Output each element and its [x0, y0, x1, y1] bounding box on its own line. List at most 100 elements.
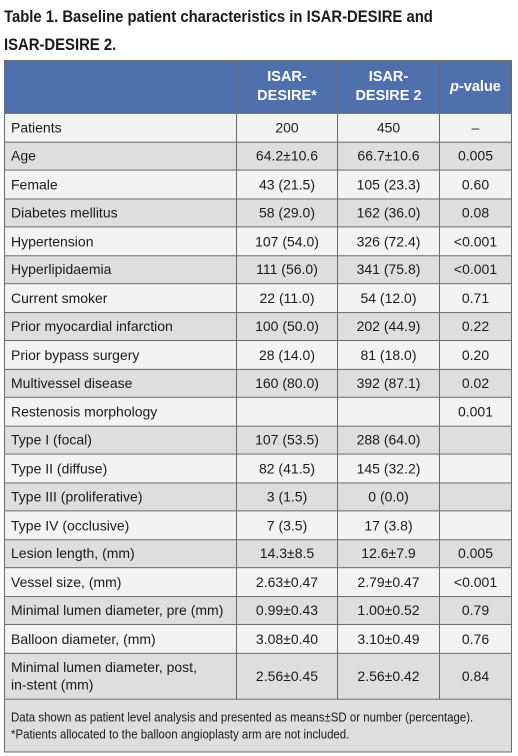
table-row: Minimal lumen diameter, pre (mm) 0.99±0.4… [4, 595, 512, 625]
cell-p-value: 0.60 [439, 169, 512, 199]
header-isar-desire-2: ISAR- DESIRE 2 [337, 59, 440, 114]
cell-isar-desire-2: 326 (72.4) [337, 226, 440, 256]
cell-isar-desire: 111 (56.0) [236, 254, 338, 285]
cell-isar-desire-2: 162 (36.0) [337, 198, 440, 228]
cell-isar-desire: 2.56±0.45 [236, 652, 338, 700]
cell-p-value: 0.001 [439, 396, 512, 427]
cell-isar-desire: 14.3±8.5 [236, 538, 338, 569]
row-label: Age [4, 141, 237, 171]
table-row: Type IV (occlusive) 7 (3.5) 17 (3.8) [4, 510, 512, 540]
row-label: Patients [4, 112, 237, 143]
cell-isar-desire-2: 392 (87.1) [337, 368, 440, 398]
row-label: Minimal lumen diameter, post, in-stent (m… [4, 652, 237, 700]
row-label: Hypertension [4, 226, 237, 256]
cell-p-value: 0.005 [439, 141, 512, 171]
cell-isar-desire-2: 105 (23.3) [337, 169, 440, 199]
cell-p-value: 0.76 [439, 623, 512, 654]
cell-isar-desire-2: 1.00±0.52 [337, 595, 440, 625]
header-isar-desire-line2: DESIRE* [257, 87, 317, 104]
table-row: Age 64.2±10.6 66.7±10.6 0.005 [4, 141, 512, 171]
cell-p-value [439, 481, 512, 512]
cell-isar-desire-2: 2.56±0.42 [337, 652, 440, 700]
cell-p-value [439, 425, 512, 455]
cell-p-value: 0.71 [439, 283, 512, 313]
table-row: Minimal lumen diameter, post, in-stent (m… [4, 652, 512, 700]
table-row: Lesion length, (mm) 14.3±8.5 12.6±7.9 0.005 [4, 538, 512, 569]
row-label: Restenosis morphology [4, 396, 237, 427]
row-label: Diabetes mellitus [4, 198, 237, 228]
footnote-line2: *Patients allocated to the balloon angio… [11, 726, 350, 742]
cell-isar-desire: 7 (3.5) [236, 510, 338, 540]
cell-isar-desire: 43 (21.5) [236, 169, 338, 199]
table-footnote: Data shown as patient level analysis and… [4, 698, 512, 753]
cell-isar-desire-2: 17 (3.8) [337, 510, 440, 540]
table-row: Prior myocardial infarction 100 (50.0) 202… [4, 311, 512, 341]
table-row: Restenosis morphology 0.001 [4, 396, 512, 427]
table-row: Patients 200 450– [4, 112, 512, 143]
cell-isar-desire-2: 81 (18.0) [337, 339, 440, 370]
row-label-line1: Minimal lumen diameter, post, [11, 658, 197, 675]
table-row: Balloon diameter, (mm) 3.08±0.40 3.10±0.49… [4, 623, 512, 654]
cell-p-value [439, 510, 512, 540]
cell-isar-desire-2: 2.79±0.47 [337, 567, 440, 597]
cell-isar-desire: 107 (53.5) [236, 425, 338, 455]
header-p-rest: -value [458, 78, 501, 95]
table-row: Multivessel disease 160 (80.0) 392 (87.1) 0… [4, 368, 512, 398]
table-title-line2: ISAR-DESIRE 2. [4, 36, 117, 54]
footnote-line1: Data shown as patient level analysis and… [11, 709, 474, 725]
table-header-row: ISAR- DESIRE* ISAR- DESIRE 2 p-value [4, 59, 512, 114]
cell-isar-desire: 0.99±0.43 [236, 595, 338, 625]
cell-isar-desire-2: 3.10±0.49 [337, 623, 440, 654]
cell-isar-desire: 64.2±10.6 [236, 141, 338, 171]
table-title: Table 1. Baseline patient characteristic… [4, 3, 459, 59]
cell-isar-desire-2: 145 (32.2) [337, 453, 440, 483]
row-label: Type IV (occlusive) [4, 510, 237, 540]
row-label: Hyperlipidaemia [4, 254, 237, 285]
header-isar-desire: ISAR- DESIRE* [236, 59, 338, 114]
row-label: Prior myocardial infarction [4, 311, 237, 341]
cell-isar-desire: 107 (54.0) [236, 226, 338, 256]
cell-isar-desire-2: 450 [337, 112, 440, 143]
header-isar-desire-line1: ISAR- [267, 68, 307, 85]
row-label: Minimal lumen diameter, pre (mm) [4, 595, 237, 625]
header-p-value: p-value [439, 59, 512, 114]
cell-p-value: – [439, 112, 512, 143]
table-body: Patients 200 450– Age 64.2±10.6 66.7±10.6 0.00… [4, 112, 512, 700]
row-label: Lesion length, (mm) [4, 538, 237, 569]
cell-isar-desire: 3.08±0.40 [236, 623, 338, 654]
cell-isar-desire: 160 (80.0) [236, 368, 338, 398]
cell-isar-desire: 2.63±0.47 [236, 567, 338, 597]
table-row: Diabetes mellitus 58 (29.0) 162 (36.0) 0.08 [4, 198, 512, 228]
table-row: Prior bypass surgery 28 (14.0) 81 (18.0) 0.… [4, 339, 512, 370]
table-row: Type III (proliferative) 3 (1.5) 0 (0.0) [4, 481, 512, 512]
table-title-line1: Table 1. Baseline patient characteristic… [4, 8, 433, 26]
table-row: Vessel size, (mm) 2.63±0.47 2.79±0.47 <0.00… [4, 567, 512, 597]
cell-p-value: 0.22 [439, 311, 512, 341]
row-label: Current smoker [4, 283, 237, 313]
cell-isar-desire: 58 (29.0) [236, 198, 338, 228]
row-label-line2: in-stent (mm) [11, 676, 94, 693]
row-label: Vessel size, (mm) [4, 567, 237, 597]
cell-isar-desire: 28 (14.0) [236, 339, 338, 370]
row-label: Female [4, 169, 237, 199]
cell-p-value: 0.20 [439, 339, 512, 370]
cell-isar-desire-2: 54 (12.0) [337, 283, 440, 313]
row-label: Prior bypass surgery [4, 339, 237, 370]
row-label: Type III (proliferative) [4, 481, 237, 512]
cell-p-value [439, 453, 512, 483]
cell-isar-desire-2 [337, 396, 440, 427]
header-p-italic: p [450, 78, 459, 95]
cell-isar-desire-2: 0 (0.0) [337, 481, 440, 512]
cell-p-value: <0.001 [439, 226, 512, 256]
table-row: Hypertension 107 (54.0) 326 (72.4) <0.001 [4, 226, 512, 256]
cell-isar-desire-2: 202 (44.9) [337, 311, 440, 341]
cell-isar-desire: 22 (11.0) [236, 283, 338, 313]
row-label: Multivessel disease [4, 368, 237, 398]
row-label: Type II (diffuse) [4, 453, 237, 483]
cell-p-value: <0.001 [439, 254, 512, 285]
cell-isar-desire-2: 288 (64.0) [337, 425, 440, 455]
cell-isar-desire: 82 (41.5) [236, 453, 338, 483]
header-blank-cell [4, 59, 237, 114]
cell-isar-desire: 200 [236, 112, 338, 143]
table-row: Hyperlipidaemia 111 (56.0) 341 (75.8) <0.00… [4, 254, 512, 285]
